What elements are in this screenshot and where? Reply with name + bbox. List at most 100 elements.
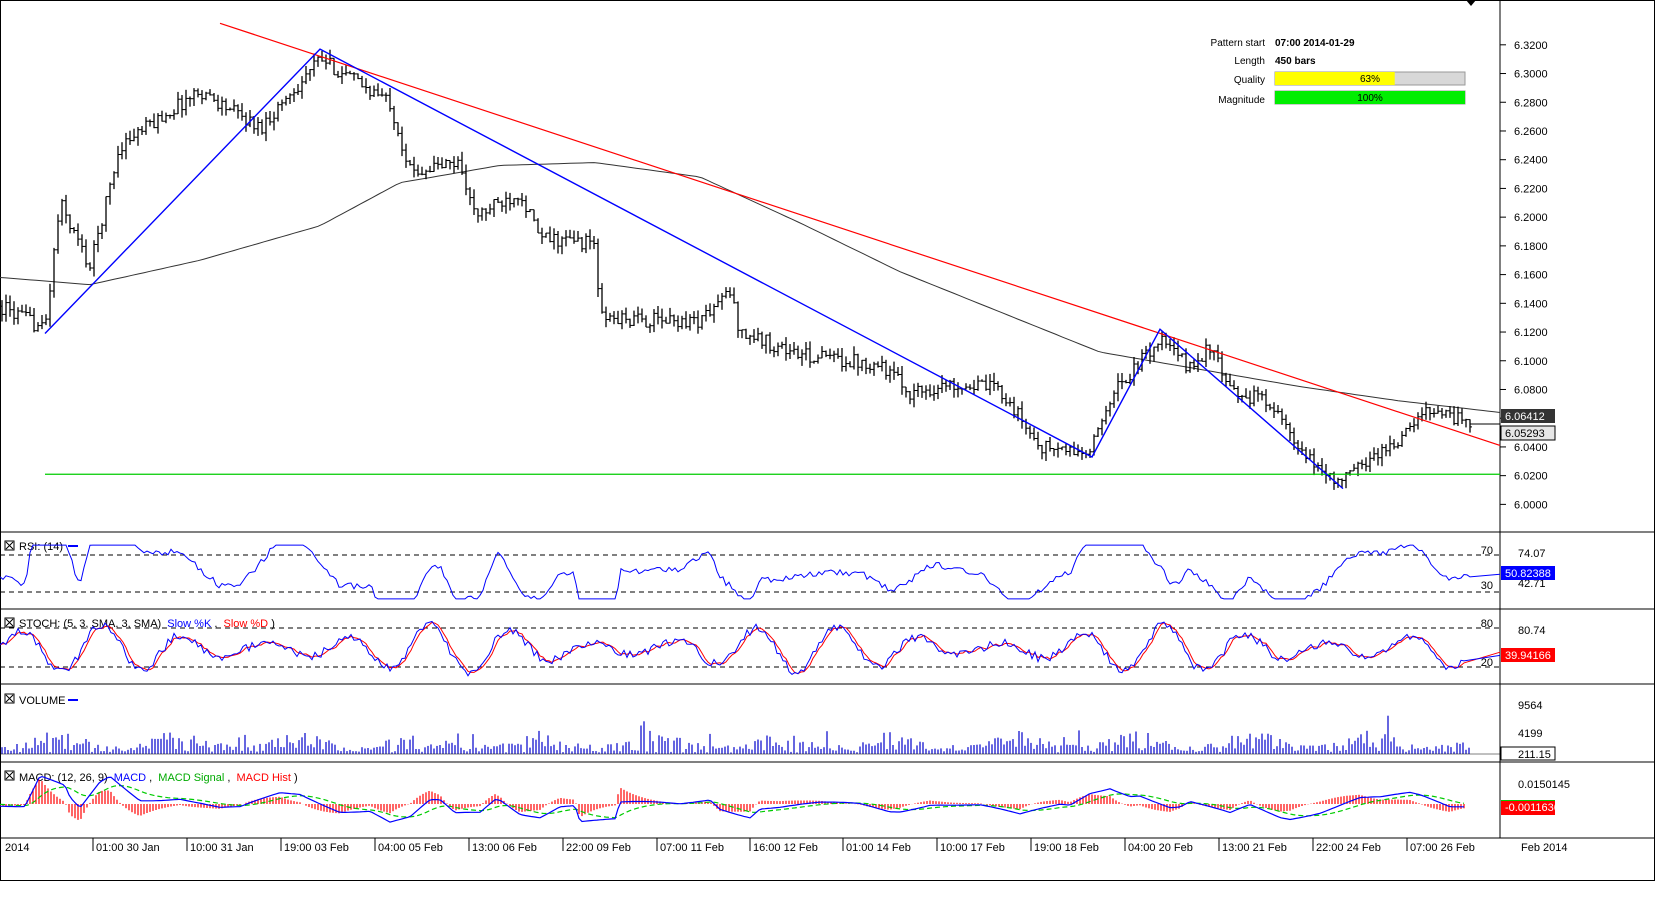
price-bar [1048, 437, 1052, 452]
price-bar [1256, 386, 1260, 402]
price-bar [324, 54, 328, 70]
price-bar [340, 66, 344, 84]
price-bar [1464, 418, 1468, 428]
price-bar [44, 314, 48, 326]
scroll-marker-icon[interactable] [1466, 0, 1476, 6]
price-bar [164, 112, 168, 124]
price-bar [1220, 351, 1224, 383]
price-bar [720, 293, 724, 310]
price-bar [996, 381, 1000, 391]
price-bar [476, 208, 480, 223]
price-bar [300, 76, 304, 99]
price-bar [520, 193, 524, 207]
price-tick-label: 6.2600 [1514, 126, 1548, 138]
price-bar [1224, 372, 1228, 387]
time-label: 10:00 17 Feb [940, 842, 1005, 854]
price-bar [1444, 409, 1448, 418]
price-bar [1408, 422, 1412, 432]
price-bar [1016, 406, 1020, 422]
rsi-panel: RSI: (14) 70 30 74.07 42.71 50.82388 [0, 540, 1555, 600]
volume-panel: VOLUME 9564 4199 211.15 [0, 693, 1556, 761]
price-bar [104, 196, 108, 232]
price-bar [448, 160, 452, 170]
price-bars [0, 49, 1472, 490]
price-bar [764, 334, 768, 354]
price-bar [88, 262, 92, 271]
price-bar [64, 194, 68, 224]
price-bar [844, 356, 848, 372]
time-label: 22:00 24 Feb [1316, 842, 1381, 854]
price-bar [124, 132, 128, 160]
price-bar [292, 88, 296, 102]
price-bar [92, 240, 96, 277]
price-bar [692, 311, 696, 325]
price-bar [360, 75, 364, 88]
macd-panel: MACD: (12, 26, 9) MACD , MACD Signal , M… [0, 770, 1570, 823]
rsi-axis-low: 42.71 [1518, 578, 1546, 590]
price-bar [1200, 358, 1204, 362]
price-bar [1104, 405, 1108, 425]
volume-title: VOLUME [19, 695, 65, 707]
price-bar [936, 384, 940, 400]
price-bar [576, 231, 580, 242]
price-bar [836, 348, 840, 359]
price-bar [336, 70, 340, 78]
price-bar [616, 310, 620, 325]
price-bar [344, 65, 348, 76]
price-bar [1128, 373, 1132, 384]
time-label: 04:00 20 Feb [1128, 842, 1193, 854]
price-bar [1000, 385, 1004, 404]
price-bar [568, 229, 572, 239]
price-bar [1204, 338, 1208, 367]
price-tick-label: 6.0400 [1514, 442, 1548, 454]
price-bar [172, 109, 176, 120]
price-bar [176, 91, 180, 115]
price-bar [1364, 457, 1368, 472]
price-bar [140, 126, 144, 135]
price-bar [148, 119, 152, 127]
pattern-start-value: 07:00 2014-01-29 [1275, 38, 1355, 49]
price-bar [468, 187, 472, 206]
price-bar [52, 247, 56, 298]
price-bar [816, 354, 820, 364]
price-bar [800, 349, 804, 366]
price-bar [1276, 405, 1280, 414]
price-bar [1068, 445, 1072, 457]
price-bar [12, 301, 16, 325]
time-label: Feb 2014 [1521, 842, 1567, 854]
price-bar [1424, 401, 1428, 420]
price-bar [852, 346, 856, 370]
price-bar [536, 218, 540, 234]
price-bar [900, 366, 904, 395]
price-bar [1040, 444, 1044, 460]
price-bar [1312, 448, 1316, 476]
time-label: 22:00 09 Feb [566, 842, 631, 854]
stoch-current-box [1501, 648, 1555, 662]
length-value: 450 bars [1275, 56, 1316, 67]
price-bar [1432, 408, 1436, 418]
price-bar [988, 374, 992, 396]
price-bar [564, 230, 568, 247]
price-bar [1236, 386, 1240, 403]
price-bar [312, 53, 316, 77]
price-bar [456, 156, 460, 170]
price-bar [656, 306, 660, 325]
price-bar [116, 145, 120, 178]
rsi-level-high-label: 70 [1481, 545, 1493, 557]
price-bar [204, 91, 208, 101]
stoch-slow-d-path [0, 621, 1501, 675]
price-bar [912, 383, 916, 408]
price-bar [452, 156, 456, 174]
price-bar [632, 310, 636, 326]
price-bar [628, 318, 632, 328]
price-bar [392, 105, 396, 130]
price-bar [952, 378, 956, 398]
price-bar [200, 90, 204, 105]
price-bar [624, 307, 628, 324]
price-bar [264, 112, 268, 142]
price-bar [984, 374, 988, 391]
price-bar [444, 158, 448, 169]
price-bar [420, 166, 424, 176]
price-bar [812, 360, 816, 364]
rsi-close-glyph [5, 541, 14, 550]
